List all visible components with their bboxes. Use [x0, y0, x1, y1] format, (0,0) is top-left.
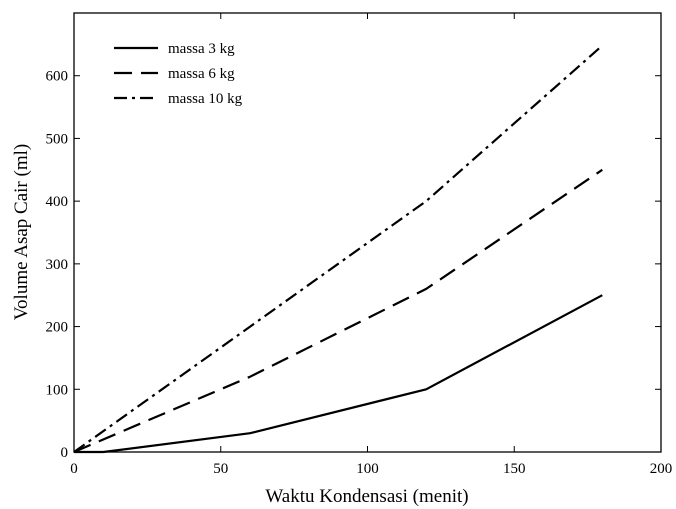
legend-label-2: massa 6 kg: [168, 66, 235, 82]
x-tick-label: 150: [503, 461, 526, 477]
series-line-2: [73, 168, 603, 454]
y-tick-label: 600: [46, 69, 69, 85]
x-tick-label: 0: [70, 461, 78, 477]
y-tick-label: 500: [46, 131, 69, 147]
y-tick-label: 0: [61, 445, 69, 461]
y-tick-label: 400: [46, 194, 69, 210]
y-tick-label: 100: [46, 382, 69, 398]
y-tick-label: 200: [46, 320, 69, 336]
series-lines: [73, 44, 604, 454]
legend-label-1: massa 3 kg: [168, 41, 235, 57]
legend: massa 3 kg massa 6 kg massa 10 kg: [114, 41, 243, 107]
x-tick-label: 100: [356, 461, 379, 477]
x-tick-label: 50: [213, 461, 228, 477]
y-tick-label: 300: [46, 257, 69, 273]
y-axis-title: Volume Asap Cair (ml): [11, 144, 32, 320]
tick-marks: [73, 13, 662, 453]
plot-frame: [73, 12, 662, 453]
series-line-1: [74, 294, 603, 454]
legend-label-3: massa 10 kg: [168, 91, 243, 107]
x-axis-title: Waktu Kondensasi (menit): [265, 486, 468, 507]
plot-area: [73, 12, 662, 454]
series-line-3: [73, 44, 604, 453]
tick-labels: 0 50 100 150 200 0 100 200 300 400 500 600: [46, 69, 673, 477]
x-tick-label: 200: [650, 461, 673, 477]
